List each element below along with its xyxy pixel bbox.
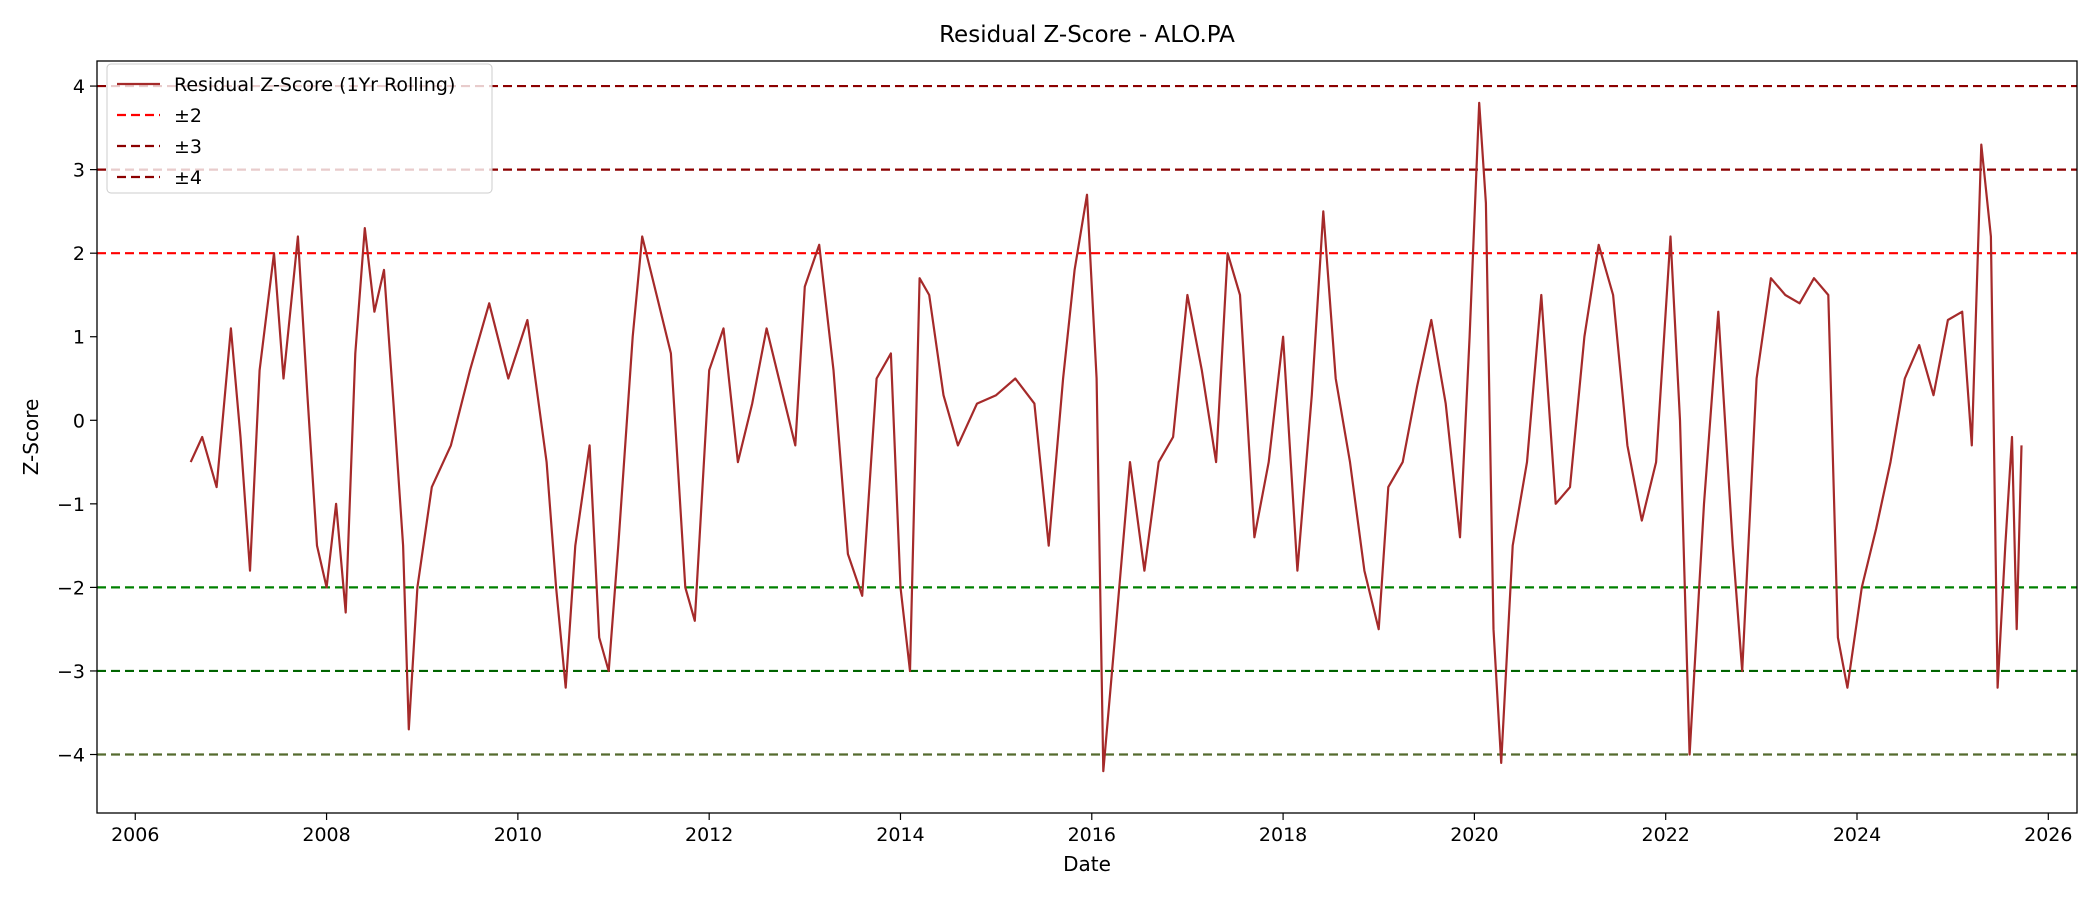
y-tick-label: 4 — [73, 76, 85, 98]
x-tick-label: 2006 — [111, 824, 159, 846]
plot-frame — [96, 60, 2078, 814]
y-tick-label: 0 — [73, 410, 85, 432]
y-tick-label: −3 — [57, 661, 85, 683]
y-tick-label: 2 — [73, 243, 85, 265]
series-line-0 — [189, 101, 2023, 773]
x-tick-label: 2010 — [494, 824, 542, 846]
legend-label-0: Residual Z-Score (1Yr Rolling) — [174, 74, 455, 96]
y-tick-label: 3 — [73, 160, 85, 182]
y-tick-label: 1 — [73, 327, 85, 349]
x-tick-label: 2016 — [1068, 824, 1116, 846]
x-tick-label: 2020 — [1450, 824, 1498, 846]
legend-box — [106, 63, 493, 194]
legend-label-1: ±2 — [174, 105, 202, 127]
legend-label-3: ±4 — [174, 167, 202, 189]
x-axis-label: Date — [1063, 852, 1111, 876]
y-tick-label: −2 — [57, 577, 85, 599]
x-tick-label: 2022 — [1642, 824, 1690, 846]
y-tick-label: −1 — [57, 494, 85, 516]
x-tick-label: 2014 — [876, 824, 924, 846]
legend: Residual Z-Score (1Yr Rolling) ±2 ±3 ±4 — [106, 63, 493, 194]
x-tick-label: 2018 — [1259, 824, 1307, 846]
x-tick-label: 2008 — [302, 824, 350, 846]
x-axis: 2006 2008 2010 2012 2014 2016 2018 2020 2022 2024… — [111, 813, 2072, 846]
series-group — [189, 101, 2023, 773]
y-axis: 4 3 2 1 0 −1 −2 −3 −4 — [57, 76, 97, 767]
y-tick-label: −4 — [57, 745, 85, 767]
x-tick-label: 2024 — [1833, 824, 1881, 846]
x-tick-label: 2026 — [2024, 824, 2072, 846]
chart-title: Residual Z-Score - ALO.PA — [939, 22, 1235, 48]
legend-label-2: ±3 — [174, 136, 202, 158]
x-tick-label: 2012 — [685, 824, 733, 846]
y-axis-label: Z-Score — [19, 399, 43, 476]
